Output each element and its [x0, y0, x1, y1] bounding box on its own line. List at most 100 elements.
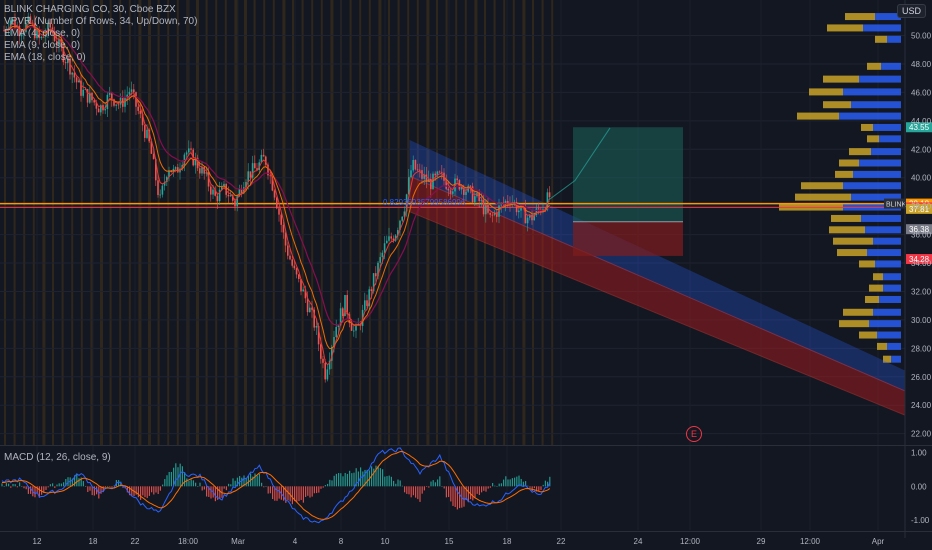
candle-body	[36, 29, 38, 39]
macd-histogram-bar	[474, 486, 476, 499]
candle-body	[251, 163, 254, 178]
candle-body	[372, 273, 375, 291]
macd-histogram-bar	[219, 486, 221, 499]
candle-body	[399, 220, 401, 231]
session-band	[244, 0, 247, 445]
vpvr-down-bar	[823, 101, 851, 109]
candle-body	[86, 89, 89, 103]
ema9-legend[interactable]: EMA (9, close, 0)	[4, 40, 81, 51]
macd-histogram-bar	[157, 486, 159, 494]
candle-body	[346, 295, 348, 315]
macd-histogram-bar	[386, 476, 388, 487]
time-tick-label: 24	[634, 537, 643, 546]
vpvr-down-bar	[845, 13, 875, 21]
macd-histogram-bar	[10, 486, 12, 488]
ema4-legend[interactable]: EMA (4, close, 0)	[4, 28, 81, 39]
long-position-tool[interactable]	[547, 127, 683, 256]
candle-body	[262, 154, 265, 157]
macd-histogram-bar	[80, 477, 82, 487]
macd-histogram-bar	[327, 483, 329, 487]
macd-histogram-bar	[164, 479, 166, 487]
symbol-title[interactable]: BLINK CHARGING CO, 30, Cboe BZX	[4, 4, 176, 15]
vpvr-down-bar	[867, 62, 881, 70]
macd-histogram-bar	[102, 486, 104, 493]
macd-histogram-bar	[199, 482, 201, 487]
vpvr-legend[interactable]: VPVR (Number Of Rows, 34, Up/Down, 70)	[4, 16, 198, 27]
currency-button[interactable]: USD	[896, 4, 926, 18]
candle-body	[529, 214, 531, 218]
candle-body	[410, 170, 412, 178]
session-band	[541, 0, 544, 445]
candle-body	[161, 185, 164, 195]
candle-body	[355, 325, 357, 331]
macd-histogram-bar	[377, 465, 379, 487]
macd-histogram-bar	[256, 475, 258, 487]
candle-body	[240, 188, 243, 194]
macd-histogram-bar	[210, 486, 212, 499]
macd-histogram-bar	[459, 486, 461, 509]
macd-histogram-bar	[355, 468, 357, 487]
macd-histogram-bar	[419, 486, 421, 502]
macd-histogram-bar	[34, 486, 36, 498]
price-tag-bg	[906, 254, 932, 265]
ema18-legend[interactable]: EMA (18, close, 0)	[4, 52, 86, 63]
session-band	[512, 0, 515, 445]
candle-body	[73, 72, 76, 78]
macd-histogram-bar	[175, 463, 177, 487]
candle-body	[430, 178, 432, 190]
session-band	[292, 0, 294, 445]
session-band	[157, 0, 160, 445]
macd-histogram-bar	[441, 485, 443, 487]
earnings-icon[interactable]: E	[686, 426, 702, 442]
price-tag-bg	[906, 203, 932, 214]
macd-histogram-bar	[177, 467, 179, 487]
candle-body	[280, 214, 282, 225]
macd-histogram-bar	[107, 485, 109, 487]
candle-body	[317, 325, 320, 345]
price-tag-bg	[906, 122, 932, 133]
macd-histogram-bar	[472, 486, 474, 501]
candle-body	[546, 192, 549, 210]
vpvr-up-bar	[851, 193, 901, 201]
candle-body	[247, 171, 249, 183]
candle-body	[207, 172, 210, 187]
macd-legend[interactable]: MACD (12, 26, close, 9)	[4, 452, 111, 463]
candle-body	[229, 195, 232, 197]
vpvr-up-bar	[861, 214, 901, 222]
candle-body	[350, 323, 353, 331]
candle-body	[447, 188, 450, 191]
macd-histogram-bar	[489, 486, 491, 488]
macd-histogram-bar	[448, 486, 450, 498]
vpvr-down-bar	[823, 75, 859, 83]
macd-histogram-bar	[232, 478, 234, 487]
macd-histogram-bar	[533, 486, 535, 489]
candle-body	[379, 257, 381, 263]
candle-body	[335, 326, 337, 338]
vpvr-up-bar	[877, 331, 901, 339]
macd-histogram-bar	[529, 486, 531, 488]
macd-histogram-bar	[47, 486, 49, 488]
candle-body	[166, 176, 168, 182]
macd-histogram-bar	[276, 486, 278, 501]
macd-histogram-bar	[549, 476, 551, 487]
macd-histogram-bar	[492, 483, 494, 487]
vpvr-down-bar	[797, 112, 839, 120]
vpvr-down-bar	[839, 159, 859, 167]
candle-body	[326, 369, 329, 380]
vpvr-up-bar	[871, 148, 901, 156]
session-band	[359, 0, 362, 445]
candle-body	[482, 200, 485, 215]
symbol-tag-bg	[884, 198, 906, 209]
macd-histogram-bar	[503, 479, 505, 487]
macd-histogram-bar	[287, 486, 289, 501]
candle-body	[366, 300, 368, 306]
vpvr-up-bar	[863, 24, 901, 32]
vpvr-down-bar	[877, 342, 887, 350]
candle-body	[84, 89, 87, 90]
candle-body	[201, 167, 203, 174]
time-tick-label: 18	[89, 537, 98, 546]
macd-histogram-bar	[349, 470, 351, 487]
candle-body	[216, 195, 219, 202]
